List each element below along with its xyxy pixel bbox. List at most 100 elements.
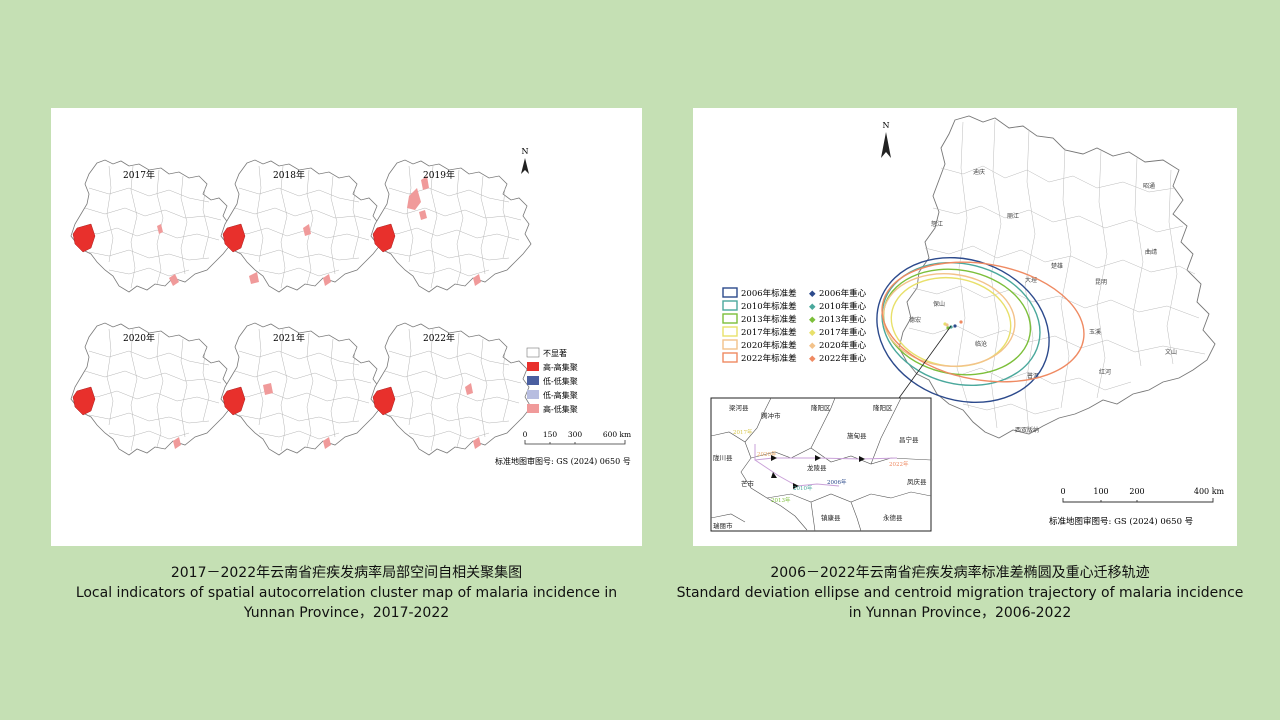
legend-item: 2020年标准差 ◆ 2020年重心 — [722, 339, 867, 351]
svg-text:丽江: 丽江 — [1007, 213, 1019, 220]
legend-item: 不显著 — [526, 347, 567, 358]
svg-text:2020年: 2020年 — [757, 450, 777, 458]
svg-text:◆: ◆ — [809, 315, 816, 325]
svg-text:2017年重心: 2017年重心 — [819, 327, 867, 338]
svg-text:临沧: 临沧 — [975, 340, 987, 348]
svg-text:红河: 红河 — [1099, 368, 1111, 376]
svg-text:普洱: 普洱 — [1027, 372, 1039, 380]
svg-text:高-高集聚: 高-高集聚 — [543, 362, 578, 372]
caption-english: Standard deviation ellipse and centroid … — [676, 585, 1244, 601]
svg-text:昭通: 昭通 — [1143, 182, 1155, 190]
scale-bar: 0 150 300 600 km — [523, 430, 631, 445]
svg-text:曲靖: 曲靖 — [1145, 248, 1157, 256]
map-2018: 2018年 — [220, 159, 382, 293]
svg-text:瑞丽市: 瑞丽市 — [713, 521, 733, 530]
svg-text:2022年: 2022年 — [889, 460, 909, 468]
yunnan-map: 迪庆 怒江 丽江 大理 保山 德宏 临沧 普洱 西双版纳 楚雄 昆明 玉溪 红河… — [898, 115, 1216, 439]
svg-text:2013年: 2013年 — [771, 496, 791, 504]
svg-text:◆: ◆ — [809, 328, 816, 338]
svg-text:芒市: 芒市 — [741, 479, 755, 488]
legend-item: 2017年标准差 ◆ 2017年重心 — [722, 326, 867, 338]
svg-text:200: 200 — [1129, 487, 1144, 496]
caption-english: in Yunnan Province，2006-2022 — [848, 605, 1072, 621]
legend-item: 2010年标准差 ◆ 2010年重心 — [722, 300, 867, 312]
map-year-label: 2017年 — [123, 169, 155, 181]
svg-text:低-高集聚: 低-高集聚 — [543, 390, 578, 400]
legend-item: 高-低集聚 — [527, 404, 578, 414]
svg-text:楚雄: 楚雄 — [1051, 262, 1063, 270]
svg-text:凤庆县: 凤庆县 — [907, 477, 927, 486]
ellipse-centroid-figure: 迪庆 怒江 丽江 大理 保山 德宏 临沧 普洱 西双版纳 楚雄 昆明 玉溪 红河… — [693, 108, 1237, 546]
svg-text:2006年: 2006年 — [827, 478, 847, 486]
svg-text:2010年标准差: 2010年标准差 — [741, 301, 797, 312]
svg-text:陇川县: 陇川县 — [713, 453, 733, 462]
svg-text:迪庆: 迪庆 — [973, 168, 985, 176]
svg-text:100: 100 — [1093, 487, 1108, 496]
caption-chinese: 2006－2022年云南省疟疾发病率标准差椭圆及重心迁移轨迹 — [770, 565, 1150, 581]
north-arrow-icon: N — [881, 121, 891, 158]
svg-text:◆: ◆ — [809, 302, 816, 312]
caption-english: Local indicators of spatial autocorrelat… — [75, 585, 618, 601]
svg-text:永德县: 永德县 — [883, 513, 903, 522]
legend-item: 低-高集聚 — [527, 390, 578, 400]
cluster-legend: 不显著 高-高集聚 低-低集聚 低-高集聚 高-低集聚 — [526, 347, 578, 414]
map-year-label: 2020年 — [123, 332, 155, 344]
north-arrow-icon: N — [521, 147, 529, 174]
svg-text:保山: 保山 — [933, 300, 945, 308]
svg-text:施甸县: 施甸县 — [847, 431, 867, 440]
svg-text:400 km: 400 km — [1194, 487, 1225, 496]
svg-text:N: N — [522, 147, 529, 156]
svg-text:300: 300 — [568, 430, 583, 439]
legend-item: 低-低集聚 — [527, 376, 578, 386]
svg-text:2006年标准差: 2006年标准差 — [741, 288, 797, 299]
svg-text:N: N — [883, 121, 890, 130]
svg-text:镇康县: 镇康县 — [821, 513, 841, 522]
map-2019: 2019年 — [370, 159, 532, 293]
svg-text:◆: ◆ — [809, 354, 816, 364]
map-2021: 2021年 — [220, 322, 382, 456]
svg-text:2013年标准差: 2013年标准差 — [741, 314, 797, 325]
svg-text:隆阳区: 隆阳区 — [873, 403, 893, 412]
svg-text:大理: 大理 — [1025, 276, 1037, 284]
svg-text:不显著: 不显著 — [543, 348, 567, 358]
svg-text:0: 0 — [1060, 487, 1065, 496]
right-figure-caption: 2006－2022年云南省疟疾发病率标准差椭圆及重心迁移轨迹 Standard … — [660, 563, 1260, 623]
svg-text:2022年重心: 2022年重心 — [819, 353, 867, 364]
svg-text:2013年重心: 2013年重心 — [819, 314, 867, 325]
svg-text:高-低集聚: 高-低集聚 — [543, 404, 578, 414]
map-2022: 2022年 — [370, 322, 532, 456]
legend-item: 2013年标准差 ◆ 2013年重心 — [722, 313, 867, 325]
map-2017: 2017年 — [70, 159, 232, 293]
map-year-label: 2021年 — [273, 332, 305, 344]
svg-text:150: 150 — [543, 430, 558, 439]
centroids — [943, 320, 963, 330]
centroid-inset: 梁河县 腾冲市 隆阳区 隆阳区 施甸县 昌宁县 陇川县 龙陵县 芒市 凤庆县 镇… — [710, 397, 932, 532]
svg-text:文山: 文山 — [1165, 348, 1177, 356]
svg-text:2010年重心: 2010年重心 — [819, 301, 867, 312]
scale-bar: 0 100 200 400 km — [1060, 487, 1225, 503]
lisa-cluster-figure: 2017年 2018年 2019年 2020年 — [51, 108, 642, 546]
svg-text:隆阳区: 隆阳区 — [811, 403, 831, 412]
svg-text:2017年标准差: 2017年标准差 — [741, 327, 797, 338]
ellipse-2022 — [881, 261, 1085, 383]
svg-text:梁河县: 梁河县 — [729, 403, 749, 412]
svg-text:西双版纳: 西双版纳 — [1015, 426, 1039, 434]
caption-english: Yunnan Province，2017-2022 — [243, 605, 450, 621]
legend-item: 高-高集聚 — [527, 362, 578, 372]
svg-text:◆: ◆ — [809, 341, 816, 351]
legend-item: 2006年标准差 ◆ 2006年重心 — [722, 287, 867, 299]
map-year-label: 2019年 — [423, 169, 455, 181]
svg-text:0: 0 — [523, 430, 528, 439]
caption-chinese: 2017－2022年云南省疟疾发病率局部空间自相关聚集图 — [170, 565, 523, 581]
ellipse-centroid-svg: 迪庆 怒江 丽江 大理 保山 德宏 临沧 普洱 西双版纳 楚雄 昆明 玉溪 红河… — [710, 115, 1225, 532]
svg-text:2020年标准差: 2020年标准差 — [741, 340, 797, 351]
svg-text:◆: ◆ — [809, 289, 816, 299]
map-approval-number: 标准地图审图号: GS (2024) 0650 号 — [495, 456, 631, 466]
svg-text:2020年重心: 2020年重心 — [819, 340, 867, 351]
lisa-cluster-svg: 2017年 2018年 2019年 2020年 — [70, 147, 631, 466]
map-2020: 2020年 — [70, 322, 232, 456]
svg-text:腾冲市: 腾冲市 — [761, 411, 781, 420]
svg-text:低-低集聚: 低-低集聚 — [543, 376, 578, 386]
ellipse-2010 — [881, 261, 1041, 387]
svg-text:2010年: 2010年 — [793, 484, 813, 492]
